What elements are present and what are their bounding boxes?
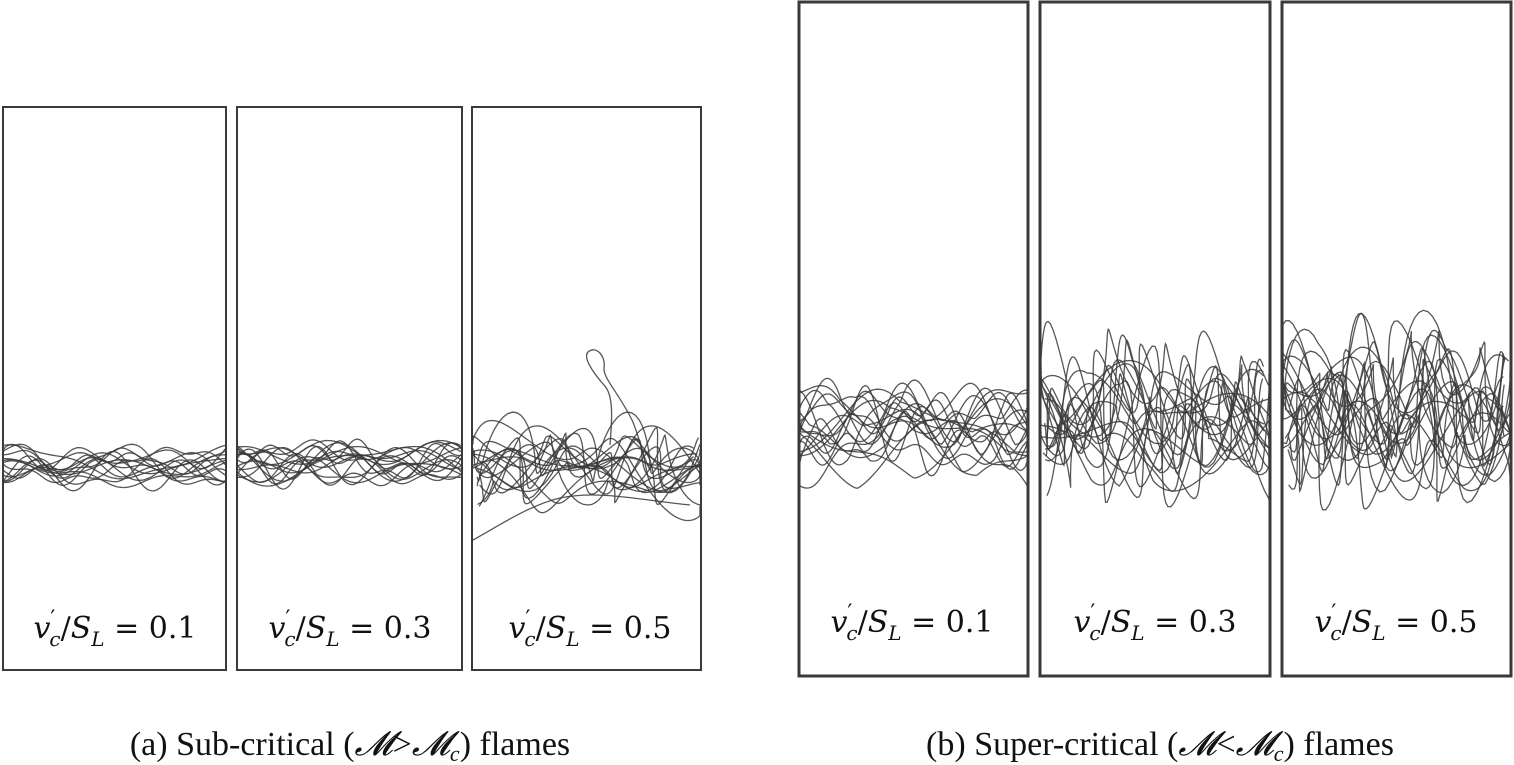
flame-front-curve bbox=[237, 452, 462, 487]
flame-front-curve bbox=[478, 437, 701, 522]
panel-a3-frame bbox=[471, 106, 702, 671]
caption-a: (a) Sub-critical (𝓜>𝓜c) flames bbox=[130, 724, 570, 765]
flame-front-curve bbox=[477, 433, 701, 506]
flame-front-curve bbox=[3, 447, 226, 475]
flame-front-curve bbox=[799, 418, 1028, 489]
flame-front-curve bbox=[472, 456, 701, 472]
panel-a1-frame bbox=[2, 106, 227, 671]
flame-front-curve bbox=[1040, 320, 1270, 473]
flame-front-curve bbox=[3, 452, 226, 479]
panel-b1-flame-fronts bbox=[799, 377, 1028, 489]
flame-front-curve bbox=[3, 444, 226, 480]
panel-b1-frame bbox=[797, 0, 1030, 678]
flame-front-curve bbox=[1282, 339, 1511, 486]
flame-front-curve bbox=[1282, 353, 1506, 501]
flame-front-curve bbox=[3, 456, 226, 484]
panel-a2-frame bbox=[236, 106, 463, 671]
flame-front-curve bbox=[237, 438, 462, 480]
panel-a3: v′ c/SL = 0.5 bbox=[471, 106, 702, 671]
flame-front-curve bbox=[3, 458, 226, 485]
flame-front-curve bbox=[237, 452, 462, 486]
flame-front-curve bbox=[1040, 368, 1265, 486]
flame-front-curve bbox=[799, 418, 1028, 489]
panel-b2-label: v′ c/SL = 0.3 bbox=[1073, 601, 1236, 645]
flame-front-curve bbox=[1282, 309, 1511, 459]
flame-front-curve bbox=[1040, 355, 1265, 452]
flame-front-curve bbox=[1047, 369, 1270, 448]
flame-front-curve bbox=[585, 349, 651, 471]
flame-front-curve bbox=[799, 398, 1028, 479]
panel-a2-label: v′ c/SL = 0.3 bbox=[268, 607, 431, 651]
flame-front-curve bbox=[3, 460, 226, 489]
flame-front-curve bbox=[237, 445, 462, 487]
flame-front-curve bbox=[1286, 372, 1511, 502]
flame-front-curve bbox=[1282, 360, 1505, 511]
panel-b1: v′ c/SL = 0.1 bbox=[797, 0, 1030, 678]
flame-front-curve bbox=[472, 449, 694, 504]
group-a-subcritical: v′ c/SL = 0.1 v′ c/SL = 0.3 v′ c/SL = 0.5 (… bbox=[2, 106, 702, 765]
panel-b2-flame-fronts bbox=[1040, 320, 1270, 508]
panel-a1-label: v′ c/SL = 0.1 bbox=[33, 607, 196, 651]
flame-front-curve bbox=[799, 391, 1028, 470]
panel-b3-frame bbox=[1280, 0, 1513, 678]
flame-front-curve bbox=[237, 442, 462, 482]
flame-front-curve bbox=[476, 411, 701, 483]
flame-front-curve bbox=[1046, 328, 1270, 476]
flame-front-curve bbox=[237, 446, 462, 474]
flame-front-curve bbox=[3, 452, 226, 478]
flame-front-curve bbox=[799, 408, 1028, 476]
flame-front-curve bbox=[238, 446, 462, 479]
panel-b1-label: v′ c/SL = 0.1 bbox=[830, 601, 993, 645]
flame-front-curve bbox=[1284, 358, 1511, 483]
panel-a1-flame-fronts bbox=[3, 443, 226, 492]
group-b-supercritical: v′ c/SL = 0.1 v′ c/SL = 0.3 v′ c/SL = 0.5 (… bbox=[797, 0, 1513, 765]
flame-front-curve bbox=[799, 399, 1028, 457]
flame-front-curve bbox=[237, 456, 462, 484]
flame-front-curve bbox=[472, 494, 691, 541]
flame-front-curve bbox=[472, 419, 701, 493]
panel-b2-frame bbox=[1038, 0, 1272, 678]
flame-front-curve bbox=[237, 445, 462, 465]
panel-a3-flame-fronts bbox=[472, 349, 701, 541]
panel-a3-label: v′ c/SL = 0.5 bbox=[508, 607, 671, 651]
panel-b3: v′ c/SL = 0.5 bbox=[1280, 0, 1513, 678]
flame-front-curve bbox=[479, 425, 701, 495]
flame-front-curve bbox=[1287, 334, 1511, 486]
panel-a2-flame-fronts bbox=[237, 438, 462, 490]
panel-b2: v′ c/SL = 0.3 bbox=[1038, 0, 1272, 678]
flame-front-curve bbox=[1282, 313, 1505, 487]
flame-front-curve bbox=[799, 377, 1028, 446]
flame-front-curve bbox=[1040, 420, 1265, 492]
flame-front-curve bbox=[1044, 363, 1270, 455]
flame-front-curve bbox=[1287, 371, 1511, 469]
flame-front-curve bbox=[237, 444, 462, 475]
flame-front-curve bbox=[799, 399, 1028, 468]
panel-b3-flame-fronts bbox=[1282, 309, 1511, 511]
flame-front-curve bbox=[473, 426, 701, 500]
flame-front-curve bbox=[1288, 320, 1511, 453]
flame-front-curve bbox=[4, 452, 226, 477]
panel-a2: v′ c/SL = 0.3 bbox=[236, 106, 463, 671]
panel-a1: v′ c/SL = 0.1 bbox=[2, 106, 227, 671]
flame-front-curve bbox=[237, 440, 462, 485]
panel-b3-label: v′ c/SL = 0.5 bbox=[1314, 601, 1477, 645]
flame-front-curve bbox=[3, 450, 226, 492]
caption-b: (b) Super-critical (𝓜<𝓜c) flames bbox=[926, 724, 1394, 765]
